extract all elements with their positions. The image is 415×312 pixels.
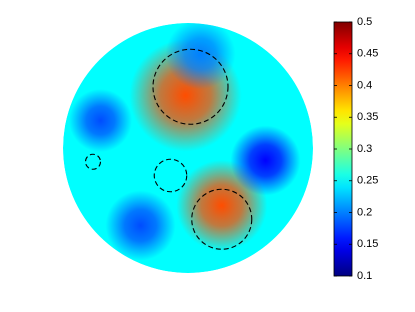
colorbar-tick-label: 0.45 [357, 48, 378, 60]
inclusion-outline [84, 153, 102, 170]
inclusion-outline [153, 158, 188, 193]
blob [105, 190, 176, 261]
colorbar-tick-label: 0.3 [357, 143, 372, 155]
blob [230, 125, 301, 196]
inclusion-outline [191, 188, 253, 250]
inclusion-outline [152, 48, 229, 125]
colorbar-tick-label: 0.15 [357, 238, 378, 250]
colorbar-tick-label: 0.4 [357, 79, 372, 91]
colorbar-tick-label: 0.25 [357, 175, 378, 187]
blob [165, 23, 236, 90]
colorbar-tick-label: 0.2 [357, 206, 372, 218]
colorbar-tick-label: 0.5 [357, 16, 372, 28]
colorbar-tick-label: 0.35 [357, 111, 378, 123]
disc-field [63, 23, 313, 273]
colorbar-tick-label: 0.1 [357, 270, 372, 282]
blob [69, 89, 132, 152]
